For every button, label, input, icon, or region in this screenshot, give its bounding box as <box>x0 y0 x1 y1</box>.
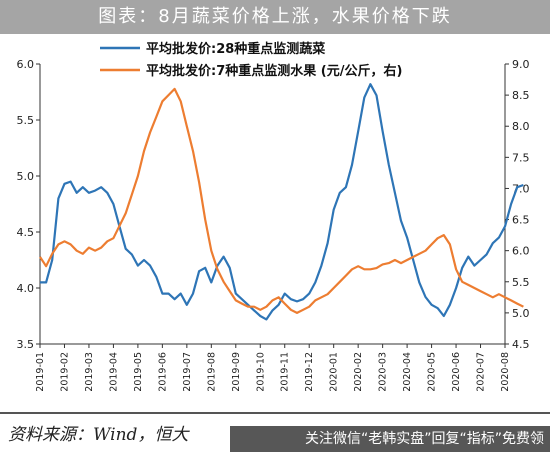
x-tick-label: 2019-12 <box>304 352 315 392</box>
right-tick-label: 5.5 <box>512 276 530 289</box>
right-tick-label: 6.0 <box>512 245 530 258</box>
x-tick-label: 2019-02 <box>59 352 70 392</box>
x-tick-label: 2019-06 <box>157 352 168 392</box>
left-tick-label: 4.5 <box>17 226 35 239</box>
x-tick-label: 2020-06 <box>451 352 462 392</box>
right-tick-label: 9.0 <box>512 58 530 71</box>
right-tick-label: 6.5 <box>512 214 530 227</box>
x-tick-label: 2020-07 <box>476 352 487 392</box>
x-tick-label: 2019-01 <box>35 352 46 392</box>
series-line-2 <box>39 87 524 314</box>
source-divider <box>0 412 550 414</box>
watermark-banner: 关注微信“老韩实盘”回复“指标”免费领 <box>230 426 550 452</box>
series-layer <box>39 83 524 321</box>
chart-title: 图表：8月蔬菜价格上涨，水果价格下跌 <box>0 0 550 34</box>
x-tick-label: 2019-03 <box>84 352 95 392</box>
left-tick-label: 4.0 <box>17 282 35 295</box>
x-tick-label: 2019-08 <box>206 352 217 392</box>
x-tick-label: 2019-11 <box>280 352 291 392</box>
x-tick-label: 2020-01 <box>329 352 340 392</box>
x-tick-label: 2019-10 <box>255 352 266 392</box>
x-tick-label: 2020-04 <box>402 352 413 392</box>
series-line-1 <box>40 83 524 321</box>
left-tick-label: 6.0 <box>17 58 35 71</box>
source-note: 资料来源：Wind，恒大 <box>8 425 189 445</box>
right-tick-label: 7.5 <box>512 151 530 164</box>
legend-label-1: 平均批发价:28种重点监测蔬菜 <box>146 41 325 57</box>
right-tick-label: 8.5 <box>512 89 530 102</box>
left-tick-label: 3.5 <box>17 338 35 351</box>
x-tick-label: 2020-02 <box>353 352 364 392</box>
x-tick-label: 2019-09 <box>231 352 242 392</box>
left-tick-label: 5.0 <box>17 170 35 183</box>
left-tick-label: 5.5 <box>17 114 35 127</box>
x-tick-label: 2020-05 <box>427 352 438 392</box>
axes: 3.54.04.55.05.56.04.55.05.56.06.57.07.58… <box>17 58 530 392</box>
x-tick-label: 2020-03 <box>378 352 389 392</box>
right-tick-label: 5.0 <box>512 307 530 320</box>
x-tick-label: 2019-04 <box>108 352 119 392</box>
right-tick-label: 8.0 <box>512 120 530 133</box>
x-tick-label: 2020-08 <box>500 352 511 392</box>
x-tick-label: 2019-07 <box>182 352 193 392</box>
x-tick-label: 2019-05 <box>133 352 144 392</box>
right-tick-label: 4.5 <box>512 338 530 351</box>
legend-label-2: 平均批发价:7种重点监测水果 (元/公斤，右) <box>146 63 402 79</box>
